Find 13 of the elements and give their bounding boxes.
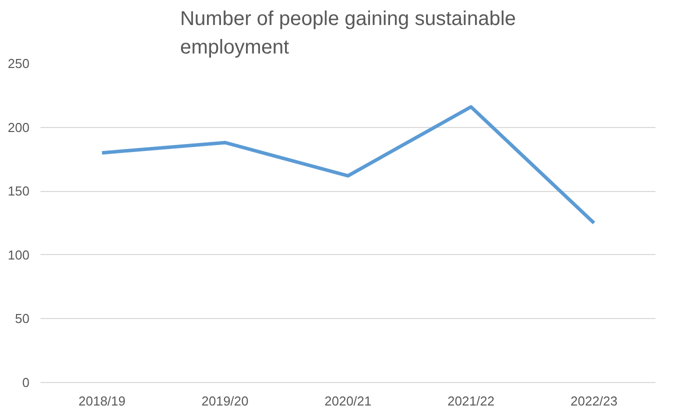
x-tick-label: 2021/22: [448, 394, 495, 408]
line-series: [100, 105, 596, 225]
y-tick-label: 100: [8, 247, 30, 262]
y-tick-label: 250: [8, 56, 30, 71]
chart-title: Number of people gaining sustainable employment: [180, 8, 516, 58]
x-tick-label: 2018/19: [78, 394, 126, 408]
x-tick-label: 2019/20: [202, 394, 249, 408]
y-tick-label: 0: [22, 375, 30, 390]
y-tick-label: 200: [8, 120, 30, 135]
y-tick-label: 150: [8, 184, 30, 199]
x-tick-label: 2020/21: [324, 394, 372, 408]
y-tick-label: 50: [15, 311, 30, 326]
x-tick-label: 2022/23: [570, 394, 618, 408]
